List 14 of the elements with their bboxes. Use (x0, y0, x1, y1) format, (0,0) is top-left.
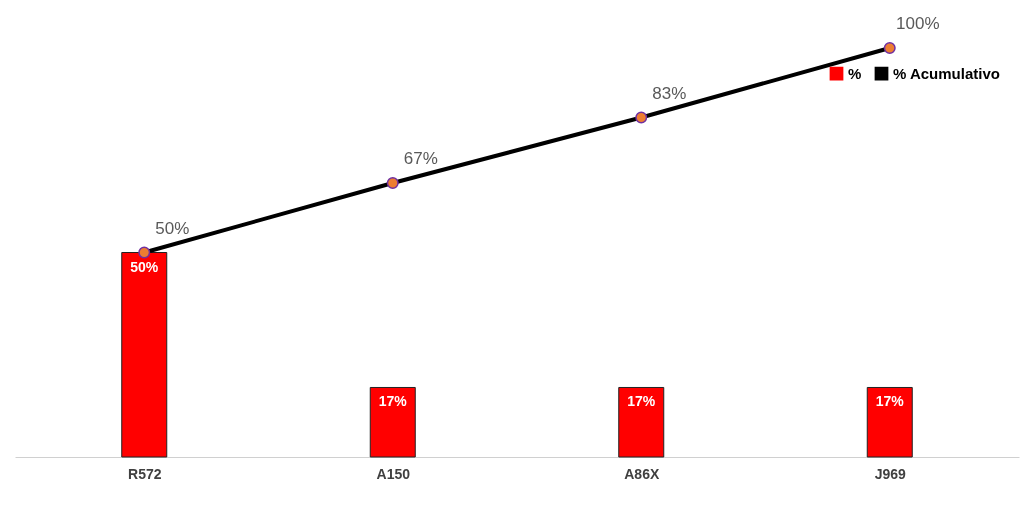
data-label: 100% (896, 14, 940, 33)
x-tick-label: R572 (128, 465, 162, 482)
legend-label: % (848, 64, 862, 82)
legend-label: % Acumulativo (893, 64, 1000, 82)
x-tick-label: J969 (874, 465, 907, 482)
data-label: 17% (627, 393, 656, 410)
data-label: 50% (130, 258, 159, 275)
data-label: 83% (652, 83, 687, 103)
data-label: 17% (378, 393, 408, 410)
data-label: 17% (875, 393, 905, 410)
x-tick-label: A150 (376, 465, 411, 482)
data-label: 50% (155, 218, 190, 238)
data-label: 67% (403, 148, 438, 168)
x-tick-label: A86X (624, 465, 660, 482)
